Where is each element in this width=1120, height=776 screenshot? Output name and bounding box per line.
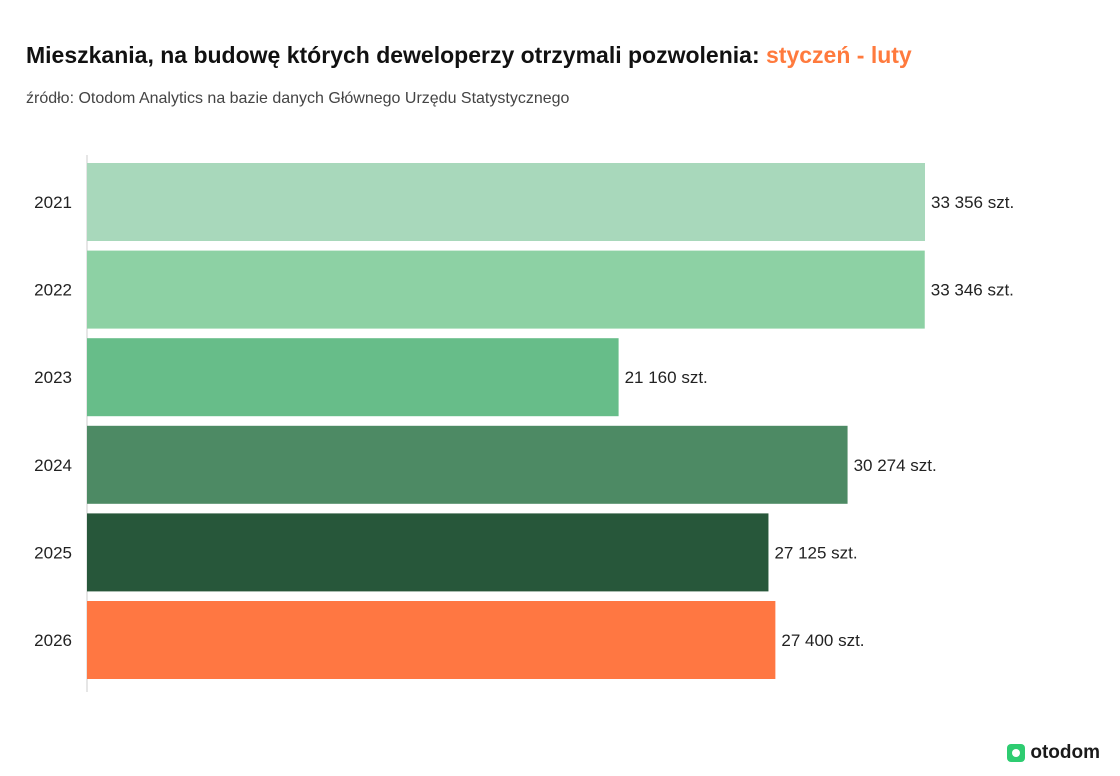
bar-2024: [87, 425, 848, 504]
bar-2025: [87, 513, 769, 592]
value-label-2025: 27 125 szt.: [774, 543, 857, 562]
value-label-2022: 33 346 szt.: [931, 281, 1014, 300]
chart-source: źródło: Otodom Analytics na bazie danych…: [26, 90, 570, 107]
category-label-2021: 2021: [34, 193, 72, 212]
category-label-2022: 2022: [34, 281, 72, 300]
chart-title: Mieszkania, na budowę których deweloperz…: [26, 42, 912, 69]
bar-2026: [87, 601, 776, 679]
value-label-2026: 27 400 szt.: [781, 631, 864, 650]
chart-title-main: Mieszkania, na budowę których deweloperz…: [26, 42, 766, 68]
value-label-2021: 33 356 szt.: [931, 193, 1014, 212]
category-label-2024: 2024: [34, 456, 72, 475]
bar-2022: [87, 250, 925, 329]
otodom-logo-icon: [1007, 744, 1026, 762]
chart-title-accent: styczeń - luty: [766, 42, 912, 68]
bar-2023: [87, 338, 619, 417]
category-label-2025: 2025: [34, 543, 72, 562]
category-label-2023: 2023: [34, 368, 72, 387]
otodom-logo-text: otodom: [1030, 742, 1100, 763]
bar-2021: [87, 163, 925, 241]
otodom-logo: otodom: [1007, 742, 1100, 764]
value-label-2023: 21 160 szt.: [625, 368, 708, 387]
category-label-2026: 2026: [34, 631, 72, 650]
value-label-2024: 30 274 szt.: [854, 456, 937, 475]
